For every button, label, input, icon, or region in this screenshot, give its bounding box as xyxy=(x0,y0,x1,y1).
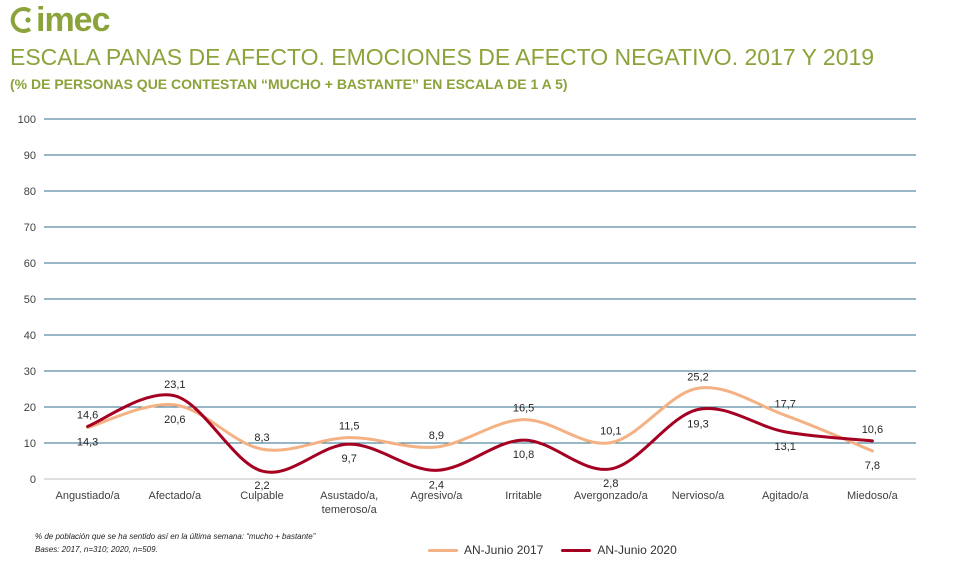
data-label: 17,7 xyxy=(774,398,795,410)
data-label: 7,8 xyxy=(865,460,880,472)
data-label: 14,6 xyxy=(77,409,98,421)
legend-item-2017: AN-Junio 2017 xyxy=(428,543,543,557)
legend-label-2017: AN-Junio 2017 xyxy=(464,543,544,557)
data-label: 11,5 xyxy=(339,421,360,433)
legend-label-2020: AN-Junio 2020 xyxy=(597,543,677,557)
data-label: 8,3 xyxy=(254,432,269,444)
x-tick-label: Irritable xyxy=(505,490,542,502)
data-label: 8,9 xyxy=(429,430,444,442)
series-line-2020 xyxy=(86,393,874,474)
y-tick-label: 40 xyxy=(24,330,36,342)
x-tick-label: Afectado/a xyxy=(149,490,202,502)
y-tick-label: 90 xyxy=(24,150,36,162)
legend-swatch-2020 xyxy=(561,548,592,552)
legend-swatch-2017 xyxy=(428,548,458,552)
data-label: 20,6 xyxy=(164,414,185,426)
logo-text: imec xyxy=(36,0,110,39)
series-line-2017 xyxy=(86,386,874,453)
data-label: 10,1 xyxy=(600,426,621,438)
x-tick-label: Culpable xyxy=(240,490,283,502)
data-label: 2,2 xyxy=(254,480,269,492)
chart-subtitle: (% DE PERSONAS QUE CONTESTAN “MUCHO + BA… xyxy=(10,76,568,92)
chart-title: ESCALA PANAS DE AFECTO. EMOCIONES DE AFE… xyxy=(10,44,875,70)
y-tick-label: 30 xyxy=(24,366,36,378)
y-tick-label: 100 xyxy=(18,114,36,126)
data-label: 9,7 xyxy=(342,453,357,465)
data-label: 10,8 xyxy=(513,449,534,461)
x-tick-label: Nervioso/a xyxy=(672,490,725,502)
imec-logo-mark xyxy=(10,7,32,33)
legend-item-2020: AN-Junio 2020 xyxy=(561,543,677,557)
data-label: 13,1 xyxy=(774,441,795,453)
data-label: 10,6 xyxy=(862,424,883,436)
footnote-bases: Bases: 2017, n=310; 2020, n=509. xyxy=(35,545,158,554)
data-label: 19,3 xyxy=(687,419,708,431)
y-tick-label: 50 xyxy=(24,294,36,306)
x-tick-label: temeroso/a xyxy=(322,504,378,516)
data-label: 14,3 xyxy=(77,437,98,449)
data-label: 2,4 xyxy=(429,479,444,491)
x-tick-label: Agitado/a xyxy=(762,490,809,502)
y-tick-label: 60 xyxy=(24,258,36,270)
data-label: 2,8 xyxy=(603,478,618,490)
imec-logo: imec xyxy=(10,0,110,39)
y-tick-label: 70 xyxy=(24,222,36,234)
x-tick-label: Avergonzado/a xyxy=(574,490,649,502)
x-tick-label: Angustiado/a xyxy=(55,490,120,502)
y-tick-label: 10 xyxy=(24,438,36,450)
y-tick-label: 20 xyxy=(24,402,36,414)
data-label: 23,1 xyxy=(164,379,185,391)
x-tick-label: Asustado/a, xyxy=(320,490,378,502)
y-tick-label: 0 xyxy=(30,474,36,486)
chart-legend: AN-Junio 2017 AN-Junio 2020 xyxy=(428,543,695,557)
y-tick-label: 80 xyxy=(24,186,36,198)
footnote-definition: % de población que se ha sentido así en … xyxy=(35,532,316,541)
data-label: 25,2 xyxy=(687,371,708,383)
data-label: 16,5 xyxy=(513,403,534,415)
x-tick-label: Miedoso/a xyxy=(847,490,899,502)
x-tick-label: Agresivo/a xyxy=(410,490,463,502)
